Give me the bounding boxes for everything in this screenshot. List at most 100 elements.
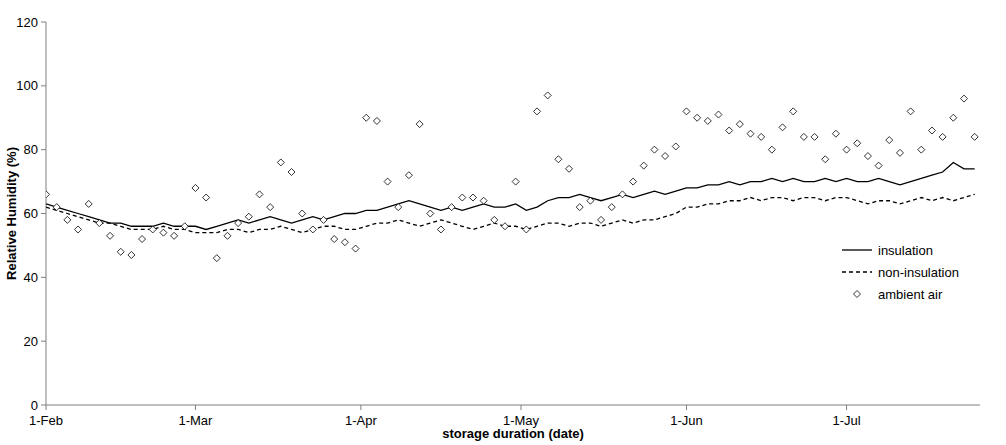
y-tick [41, 277, 46, 278]
plot-marks [46, 92, 978, 262]
scatter-point [758, 133, 765, 140]
x-axis [46, 405, 980, 406]
y-tick [41, 405, 46, 406]
x-tick [195, 405, 196, 410]
legend-label: insulation [878, 243, 933, 258]
scatter-point [555, 156, 562, 163]
y-tick-label: 0 [31, 398, 38, 413]
y-tick-label: 20 [24, 334, 38, 349]
scatter-point [544, 92, 551, 99]
x-tick [46, 405, 47, 410]
y-tick-label: 100 [16, 78, 38, 93]
scatter-point [331, 236, 338, 243]
x-tick-label: 1-Jul [832, 413, 860, 428]
scatter-point [213, 255, 220, 262]
scatter-point [715, 111, 722, 118]
y-axis-title: Relative Humidity (%) [4, 147, 19, 280]
scatter-point [299, 210, 306, 217]
scatter-point [288, 169, 295, 176]
x-tick [521, 405, 522, 410]
scatter-point [192, 184, 199, 191]
scatter-point [619, 191, 626, 198]
scatter-point [939, 133, 946, 140]
scatter-point [950, 114, 957, 121]
scatter-point [768, 146, 775, 153]
legend-label: non-insulation [878, 265, 959, 280]
x-tick-label: 1-Mar [178, 413, 213, 428]
scatter-point [662, 153, 669, 160]
legend-symbol [842, 271, 872, 272]
scatter-point [512, 178, 519, 185]
legend: insulation non-insulation ambient air [842, 243, 959, 302]
line-series [46, 162, 975, 229]
scatter-point [864, 153, 871, 160]
scatter-point [608, 204, 615, 211]
y-tick-label: 40 [24, 270, 38, 285]
scatter-point [320, 216, 327, 223]
scatter-point [64, 216, 71, 223]
scatter-point [598, 216, 605, 223]
scatter-point [960, 95, 967, 102]
scatter-point [790, 108, 797, 115]
y-tick-label: 120 [16, 15, 38, 30]
scatter-point [416, 121, 423, 128]
scatter-point [181, 223, 188, 230]
scatter-point [437, 226, 444, 233]
scatter-point [128, 251, 135, 258]
scatter-point [85, 200, 92, 207]
scatter-point [726, 127, 733, 134]
scatter-point [469, 194, 476, 201]
scatter-point [139, 236, 146, 243]
scatter-point [491, 216, 498, 223]
chart: 0204060801001201-Feb1-Mar1-Apr1-May1-Jun… [0, 0, 1006, 445]
scatter-point [267, 204, 274, 211]
scatter-point [53, 204, 60, 211]
scatter-point [971, 133, 978, 140]
scatter-point [886, 137, 893, 144]
scatter-point [309, 226, 316, 233]
scatter-point [224, 232, 231, 239]
legend-symbol [842, 249, 872, 250]
scatter-point [203, 194, 210, 201]
scatter-point [918, 146, 925, 153]
scatter-point [747, 130, 754, 137]
scatter-point [694, 114, 701, 121]
scatter-point [907, 108, 914, 115]
legend-symbol [854, 291, 861, 298]
scatter-point [245, 213, 252, 220]
scatter-point [341, 239, 348, 246]
scatter-point [566, 165, 573, 172]
scatter-point [384, 178, 391, 185]
scatter-point [896, 149, 903, 156]
scatter-point [480, 197, 487, 204]
line-series [46, 194, 975, 232]
scatter-point [256, 191, 263, 198]
scatter-point [736, 121, 743, 128]
scatter-point [501, 223, 508, 230]
y-tick [41, 149, 46, 150]
scatter-point [46, 191, 50, 198]
scatter-point [352, 245, 359, 252]
scatter-point [779, 124, 786, 131]
legend-label: ambient air [878, 287, 943, 302]
scatter-point [448, 204, 455, 211]
scatter-point [363, 114, 370, 121]
scatter-point [822, 156, 829, 163]
scatter-point [395, 204, 402, 211]
scatter-point [854, 140, 861, 147]
y-tick-label: 60 [24, 206, 38, 221]
scatter-point [651, 146, 658, 153]
x-tick [846, 405, 847, 410]
scatter-point [811, 133, 818, 140]
scatter-point [107, 232, 114, 239]
x-tick-label: 1-Feb [29, 413, 63, 428]
scatter-point [523, 226, 530, 233]
y-tick [41, 85, 46, 86]
scatter-point [928, 127, 935, 134]
y-tick-label: 80 [24, 142, 38, 157]
scatter-point [630, 178, 637, 185]
scatter-point [683, 108, 690, 115]
x-tick-label: 1-Apr [345, 413, 377, 428]
x-axis-title: storage duration (date) [442, 426, 584, 441]
scatter-point [640, 162, 647, 169]
